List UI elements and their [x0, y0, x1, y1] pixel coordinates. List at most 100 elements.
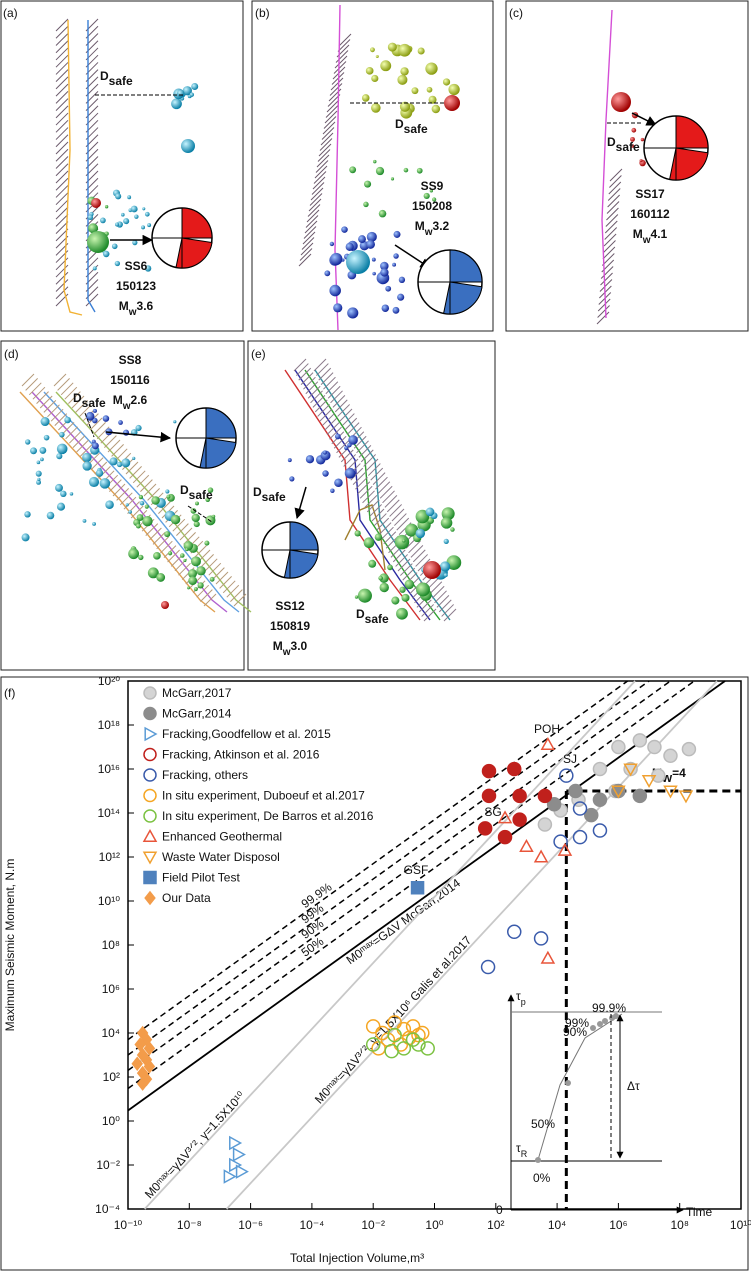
fault-hatch [604, 227, 618, 240]
data-point [497, 810, 513, 824]
well-trajectory [344, 504, 386, 571]
fault-hatch [319, 138, 333, 151]
fault-hatch [429, 581, 443, 595]
event-sphere [349, 166, 357, 174]
data-point [384, 1043, 399, 1059]
beachball-lobe [443, 281, 483, 315]
fault-hatch [381, 526, 394, 540]
event-sphere [195, 501, 199, 506]
fault-hatch [397, 558, 411, 572]
legend-label: In situ experiment, De Barros et al.2016 [162, 809, 374, 823]
event-sphere [391, 596, 400, 605]
inset-percent: 90% [563, 1025, 587, 1039]
annotation: GSF [404, 863, 429, 877]
fault-hatch [597, 305, 610, 318]
event-sphere [21, 533, 30, 542]
x-tick-label: 10⁰ [425, 1218, 443, 1232]
fault-hatch [322, 413, 335, 426]
panel-frame [0, 340, 245, 671]
y-tick-label: 10¹⁸ [98, 718, 120, 732]
event-sphere [186, 586, 191, 590]
data-point [678, 790, 694, 804]
fault-hatch [325, 105, 339, 118]
event-sphere [450, 527, 455, 532]
event-sphere [105, 500, 114, 509]
event-sphere [132, 240, 138, 246]
event-sphere [374, 533, 383, 541]
event-sphere [444, 95, 460, 111]
event-sphere [115, 222, 120, 227]
y-tick-label: 10⁴ [101, 1026, 120, 1040]
fault-hatch [219, 576, 232, 589]
fault-hatch [324, 110, 338, 124]
event-sphere [92, 521, 96, 526]
fault-hatch [337, 39, 351, 52]
x-tick-label: 10² [487, 1218, 504, 1232]
event-sphere [370, 47, 375, 53]
fault-hatch [353, 435, 367, 449]
data-point [131, 1056, 143, 1071]
event-sphere [132, 456, 136, 461]
event-sphere [88, 476, 100, 488]
fault-hatch [311, 182, 325, 195]
event-magnitude: Mw2.6 [113, 393, 148, 412]
fault-hatch [415, 554, 428, 567]
data-point [229, 1135, 243, 1151]
data-point [533, 849, 549, 863]
legend-marker [143, 768, 157, 782]
fault-hatch [357, 481, 371, 495]
event-sphere [211, 514, 216, 519]
arrow [631, 112, 657, 126]
event-sphere [398, 276, 406, 283]
x-tick-label: 10⁻² [361, 1218, 385, 1232]
event-sphere [379, 582, 389, 593]
fault-hatch [303, 376, 316, 390]
event-sphere [182, 86, 192, 96]
fault-hatch [55, 69, 69, 83]
event-sphere [58, 431, 65, 438]
x-tick-label: 10⁻⁶ [238, 1218, 263, 1232]
fault-hatch [233, 593, 247, 607]
event-sphere [441, 507, 455, 521]
fault-hatch [55, 54, 69, 68]
data-point [481, 788, 497, 804]
dsafe-label: Dsafe [100, 69, 133, 88]
inset-point [602, 1018, 608, 1024]
event-sphere [190, 556, 201, 567]
data-point [477, 821, 493, 836]
text-part: M [273, 639, 283, 653]
subscript: p [521, 997, 526, 1007]
fault-hatch [386, 499, 400, 513]
text-part: 3.2 [433, 219, 450, 233]
fault-hatch [330, 390, 343, 404]
event-sphere [43, 434, 50, 441]
data-point [507, 761, 522, 777]
fault-hatch [330, 77, 344, 91]
annotation: SJ [563, 752, 577, 766]
fault-hatch [600, 266, 614, 279]
event-sphere [334, 433, 341, 440]
text-part: =4 [672, 766, 686, 780]
fault-hatch [194, 545, 207, 558]
data-point [647, 739, 662, 755]
fault-hatch [107, 439, 121, 453]
fault-hatch [376, 517, 390, 531]
event-sphere [354, 595, 359, 599]
fault-hatch [438, 599, 452, 613]
fault-hatch [369, 504, 382, 517]
data-point [546, 796, 562, 812]
event-sphere [56, 502, 66, 511]
event-sphere [380, 261, 389, 271]
event-sphere [381, 304, 390, 312]
fault-hatch [325, 381, 339, 395]
event-sphere [363, 537, 375, 549]
event-sphere [170, 514, 181, 525]
event-sphere [142, 515, 153, 527]
fault-hatch [326, 99, 340, 113]
event-sphere [631, 127, 637, 133]
event-sphere [371, 103, 381, 113]
event-sphere [630, 136, 635, 142]
event-sphere [24, 511, 31, 518]
event-date: 150819 [270, 619, 310, 633]
y-tick-label: 10²⁰ [98, 674, 120, 688]
